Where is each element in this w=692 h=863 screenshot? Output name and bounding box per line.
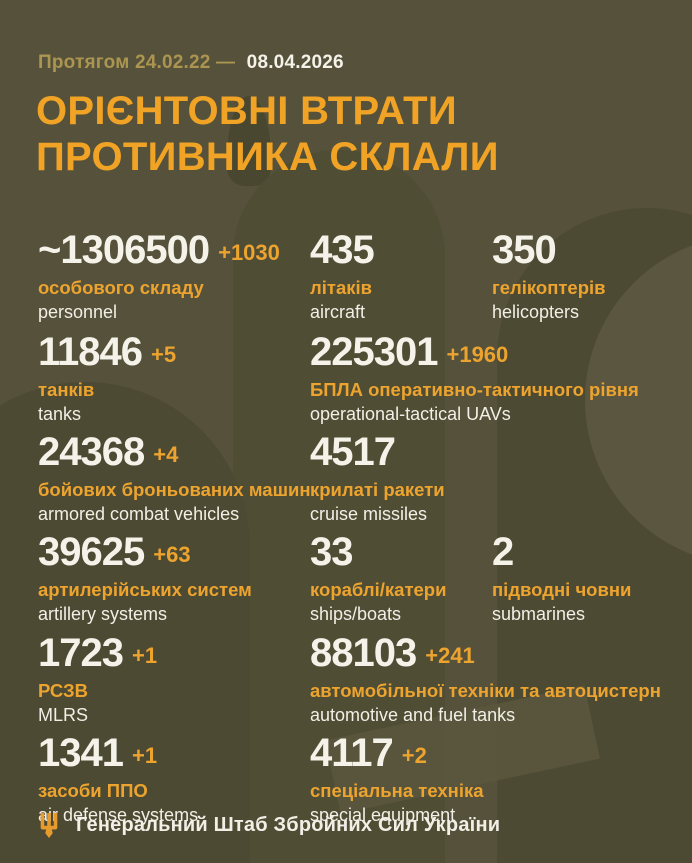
stat-label-uk: БПЛА оперативно-тактичного рівня [310,379,639,400]
stat-value: 435 [310,228,375,272]
stat-value: 33 [310,530,353,574]
stat-artillery: 39625 +63 артилерійських систем artillery… [38,530,252,626]
stat-label-en: automotive and fuel tanks [310,705,516,726]
stat-label-uk: засоби ППО [38,780,148,801]
stat-label-uk: РСЗВ [38,680,88,701]
stat-cruise-missiles: 4517 крилаті ракети cruise missiles [310,430,445,526]
stat-uavs: 225301 +1960 БПЛА оперативно-тактичного р… [310,330,639,426]
stat-helicopters: 350 гелікоптерів helicopters [492,228,606,324]
stat-label-uk: бойових броньованих машин [38,479,311,500]
page-title-line1: ОРІЄНТОВНІ ВТРАТИ [36,89,457,133]
stat-mlrs: 1723 +1 РСЗВ MLRS [38,631,157,727]
stat-label-en: submarines [492,604,586,625]
stat-vehicles-fuel: 88103 +241 автомобільної техніки та автоц… [310,631,661,727]
stat-label-uk: гелікоптерів [492,277,606,298]
stat-value: 1723 [38,631,124,675]
stat-value: 225301 [310,330,438,374]
stat-label-en: cruise missiles [310,504,428,525]
stat-label-en: air defense systems [38,805,199,826]
stats-row-4: 39625 +63 артилерійських систем artillery… [0,530,692,630]
stat-increment: +1030 [218,240,280,265]
stat-label-en: helicopters [492,302,580,323]
shell-silhouette-left [0,382,250,863]
stat-value: 88103 [310,631,417,675]
stat-aircraft: 435 літаків aircraft [310,228,375,324]
stat-label-uk: особового складу [38,277,204,298]
stat-increment: +2 [401,743,427,768]
footer-organization: Генеральний Штаб Збройних Сил України [76,814,501,836]
stat-value: 4517 [310,430,396,474]
stat-increment: +1 [131,743,158,768]
stat-increment: +5 [151,342,177,367]
stat-label-uk: кораблі/катери [310,579,447,600]
stat-label-uk: артилерійських систем [38,579,252,600]
stat-label-en: MLRS [38,705,89,726]
stat-personnel: ~1306500 +1030 особового складу personnel [38,228,280,324]
stat-ships: 33 кораблі/катери ships/boats [310,530,446,626]
footer: Генеральний Штаб Збройних Сил України [38,812,500,839]
stat-label-en: tanks [38,404,82,425]
stat-label-en: operational-tactical UAVs [310,404,511,425]
stat-label-en: special equipment [310,805,456,826]
page-title-line2: ПРОТИВНИКА СКЛАЛИ [36,135,499,179]
stats-row-5: 1723 +1 РСЗВ MLRS 88103 +241 автомобільної… [0,631,692,731]
stat-value: ~1306500 [38,228,210,272]
stat-value: 1341 [38,731,124,775]
stat-value: 39625 [38,530,145,574]
stat-label-uk: танків [38,379,95,400]
stat-increment: +4 [153,442,179,467]
stat-increment: +1 [131,643,158,668]
stat-increment: +241 [425,643,475,668]
stat-tanks: 11846 +5 танків tanks [38,330,176,426]
stat-label-en: personnel [38,302,118,323]
stat-value: 4117 [310,731,394,775]
stat-armored-vehicles: 24368 +4 бойових броньованих машин armore… [38,430,311,526]
stat-value: 24368 [38,430,145,474]
stat-label-uk: спеціальна техніка [310,780,484,801]
stat-label-en: artillery systems [38,604,168,625]
stat-air-defense: 1341 +1 засоби ППО air defense systems [38,731,198,827]
stat-label-uk: підводні човни [492,579,632,600]
stat-increment: +1960 [446,342,509,367]
date-range-start: Протягом 24.02.22 — [38,52,236,73]
tryzub-icon [40,813,58,838]
stats-row-1: ~1306500 +1030 особового складу personnel… [0,228,692,328]
stat-special-equipment: 4117 +2 спеціальна техніка special equipm… [310,731,484,827]
stat-label-en: aircraft [310,302,366,323]
stat-label-en: ships/boats [310,604,402,625]
stat-submarines: 2 підводні човни submarines [492,530,631,626]
date-range: Протягом 24.02.22 — 08.04.2026 [38,52,344,74]
stat-label-uk: автомобільної техніки та автоцистерн [310,680,661,701]
stat-label-uk: літаків [310,277,373,298]
stat-label-en: armored combat vehicles [38,504,240,525]
stats-row-2: 11846 +5 танків tanks 225301 +1960 БПЛА оп… [0,330,692,430]
stat-label-uk: крилаті ракети [310,479,445,500]
stats-row-6: 1341 +1 засоби ППО air defense systems 41… [0,731,692,831]
stat-value: 11846 [38,330,143,374]
stats-row-3: 24368 +4 бойових броньованих машин armore… [0,430,692,530]
stat-value: 2 [492,530,514,574]
stat-value: 350 [492,228,557,272]
page-title: ОРІЄНТОВНІ ВТРАТИ ПРОТИВНИКА СКЛАЛИ [36,88,499,180]
date-range-end: 08.04.2026 [246,52,344,73]
stat-increment: +63 [153,542,191,567]
